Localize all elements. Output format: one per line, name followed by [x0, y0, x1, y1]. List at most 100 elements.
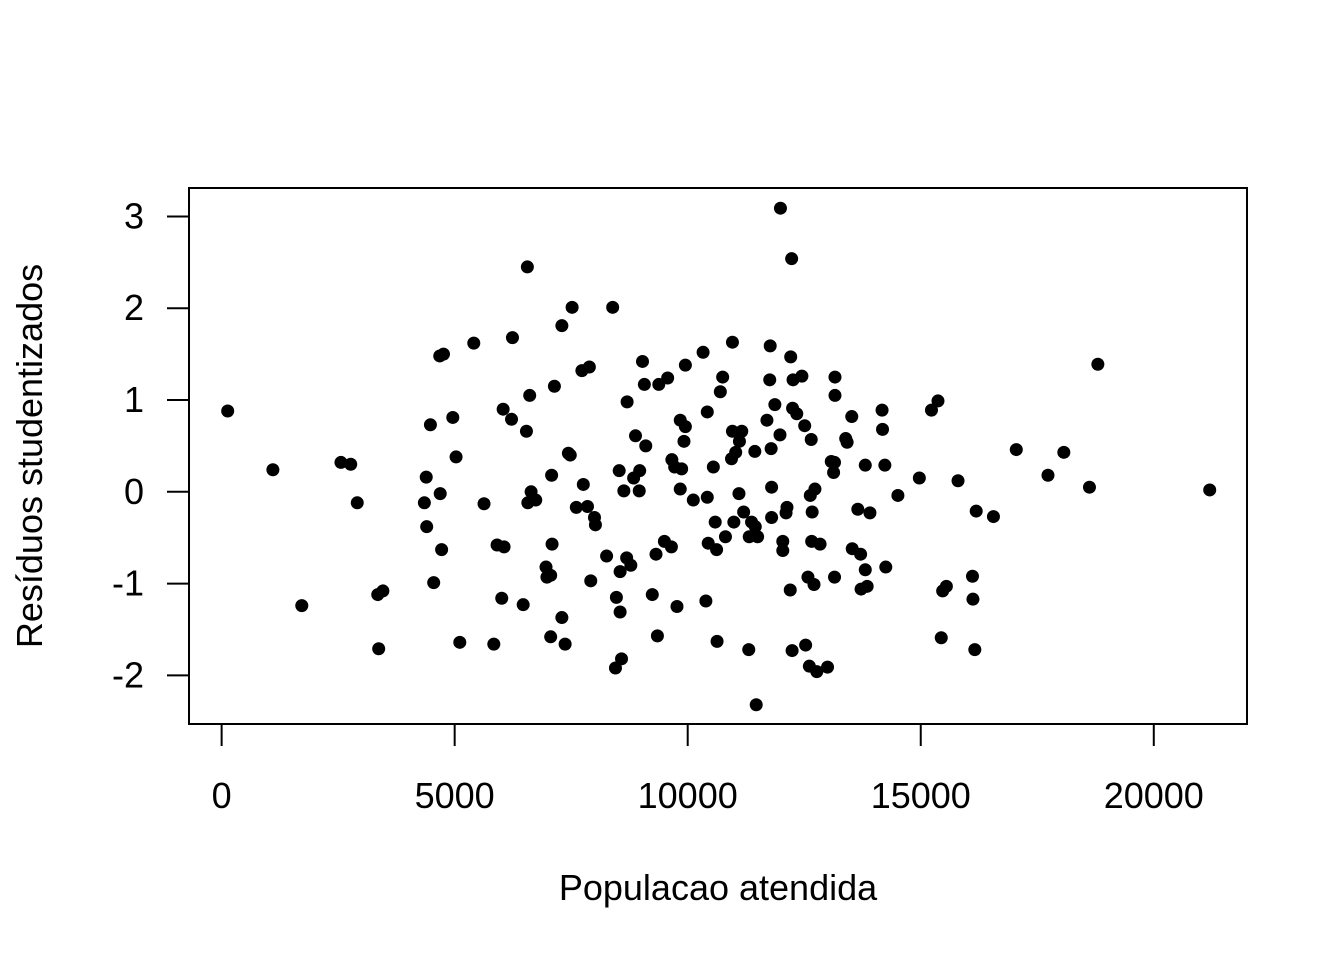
data-point	[520, 260, 534, 274]
data-point	[1041, 468, 1055, 482]
y-tick-label: 3	[124, 195, 144, 236]
data-point	[810, 665, 824, 679]
data-point	[969, 504, 983, 518]
data-point	[931, 394, 945, 408]
y-tick-label: -2	[112, 654, 144, 695]
data-point	[545, 468, 559, 482]
data-point	[496, 402, 510, 416]
data-point	[576, 477, 590, 491]
data-point	[776, 544, 790, 558]
data-point	[1009, 443, 1023, 457]
data-point	[453, 635, 467, 649]
data-point	[840, 435, 854, 449]
data-point	[828, 388, 842, 402]
data-point	[845, 410, 859, 424]
data-point	[939, 579, 953, 593]
data-point	[608, 661, 622, 675]
data-point	[748, 444, 762, 458]
data-point	[606, 300, 620, 314]
data-point	[495, 591, 509, 605]
data-point	[600, 549, 614, 563]
data-point	[783, 583, 797, 597]
data-point	[828, 455, 842, 469]
data-point	[1057, 445, 1071, 459]
data-point	[706, 460, 720, 474]
data-point	[785, 644, 799, 658]
data-point	[419, 470, 433, 484]
data-point	[799, 638, 813, 652]
data-point	[737, 505, 751, 519]
data-point	[449, 450, 463, 464]
data-point	[649, 547, 663, 561]
data-point	[713, 385, 727, 399]
data-point	[624, 558, 638, 572]
data-point	[732, 434, 746, 448]
data-point	[661, 371, 675, 385]
data-point	[678, 358, 692, 372]
data-point	[558, 637, 572, 651]
data-point	[547, 379, 561, 393]
data-point	[446, 410, 460, 424]
data-point	[798, 419, 812, 433]
y-axis-title: Resíduos studentizados	[9, 264, 50, 648]
data-point	[912, 471, 926, 485]
data-point	[487, 637, 501, 651]
data-point	[966, 592, 980, 606]
data-point	[633, 464, 647, 478]
data-point	[860, 579, 874, 593]
data-point	[827, 466, 841, 480]
data-point	[635, 354, 649, 368]
data-point	[650, 629, 664, 643]
data-point	[776, 534, 790, 548]
data-point	[505, 412, 519, 426]
data-point	[876, 422, 890, 436]
data-point	[732, 487, 746, 501]
data-point	[725, 424, 739, 438]
data-point	[675, 462, 689, 476]
data-point	[729, 445, 743, 459]
data-point	[295, 599, 309, 613]
data-point	[467, 336, 481, 350]
data-point	[563, 448, 577, 462]
data-point	[497, 540, 511, 554]
y-tick-label: -1	[112, 563, 144, 604]
data-point	[749, 698, 763, 712]
data-point	[710, 634, 724, 648]
data-point	[1082, 480, 1096, 494]
data-point	[780, 500, 794, 514]
data-point	[878, 458, 892, 472]
data-point	[765, 510, 779, 524]
data-point	[588, 518, 602, 532]
data-point	[863, 506, 877, 520]
y-tick-label: 0	[124, 471, 144, 512]
data-point	[420, 520, 434, 534]
data-point	[773, 428, 787, 442]
data-point	[986, 510, 1000, 524]
data-point	[858, 563, 872, 577]
data-point	[1091, 357, 1105, 371]
data-point	[523, 388, 537, 402]
x-tick-label: 5000	[415, 775, 495, 816]
data-point	[785, 252, 799, 266]
data-point	[344, 457, 358, 471]
data-point	[678, 420, 692, 434]
data-point	[433, 487, 447, 501]
x-axis-title: Populacao atendida	[559, 867, 878, 908]
data-point	[686, 493, 700, 507]
data-point	[808, 482, 822, 496]
data-point	[768, 398, 782, 412]
data-point	[934, 631, 948, 645]
data-point	[854, 547, 868, 561]
data-point	[790, 407, 804, 421]
data-point	[751, 530, 765, 544]
data-point	[435, 543, 449, 557]
data-point	[708, 515, 722, 529]
data-point	[516, 598, 530, 612]
data-point	[427, 576, 441, 590]
data-point	[700, 405, 714, 419]
data-point	[417, 496, 431, 510]
x-tick-label: 10000	[638, 775, 738, 816]
data-point	[763, 339, 777, 353]
data-point	[735, 424, 749, 438]
